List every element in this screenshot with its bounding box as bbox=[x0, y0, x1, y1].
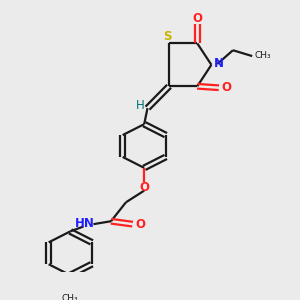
Text: O: O bbox=[221, 81, 231, 94]
Text: S: S bbox=[163, 31, 172, 44]
Text: N: N bbox=[214, 57, 224, 70]
Text: CH₃: CH₃ bbox=[62, 293, 79, 300]
Text: CH₃: CH₃ bbox=[255, 51, 272, 60]
Text: O: O bbox=[135, 218, 145, 231]
Text: HN: HN bbox=[74, 217, 94, 230]
Text: H: H bbox=[136, 99, 145, 112]
Text: O: O bbox=[139, 181, 149, 194]
Text: O: O bbox=[192, 12, 202, 25]
